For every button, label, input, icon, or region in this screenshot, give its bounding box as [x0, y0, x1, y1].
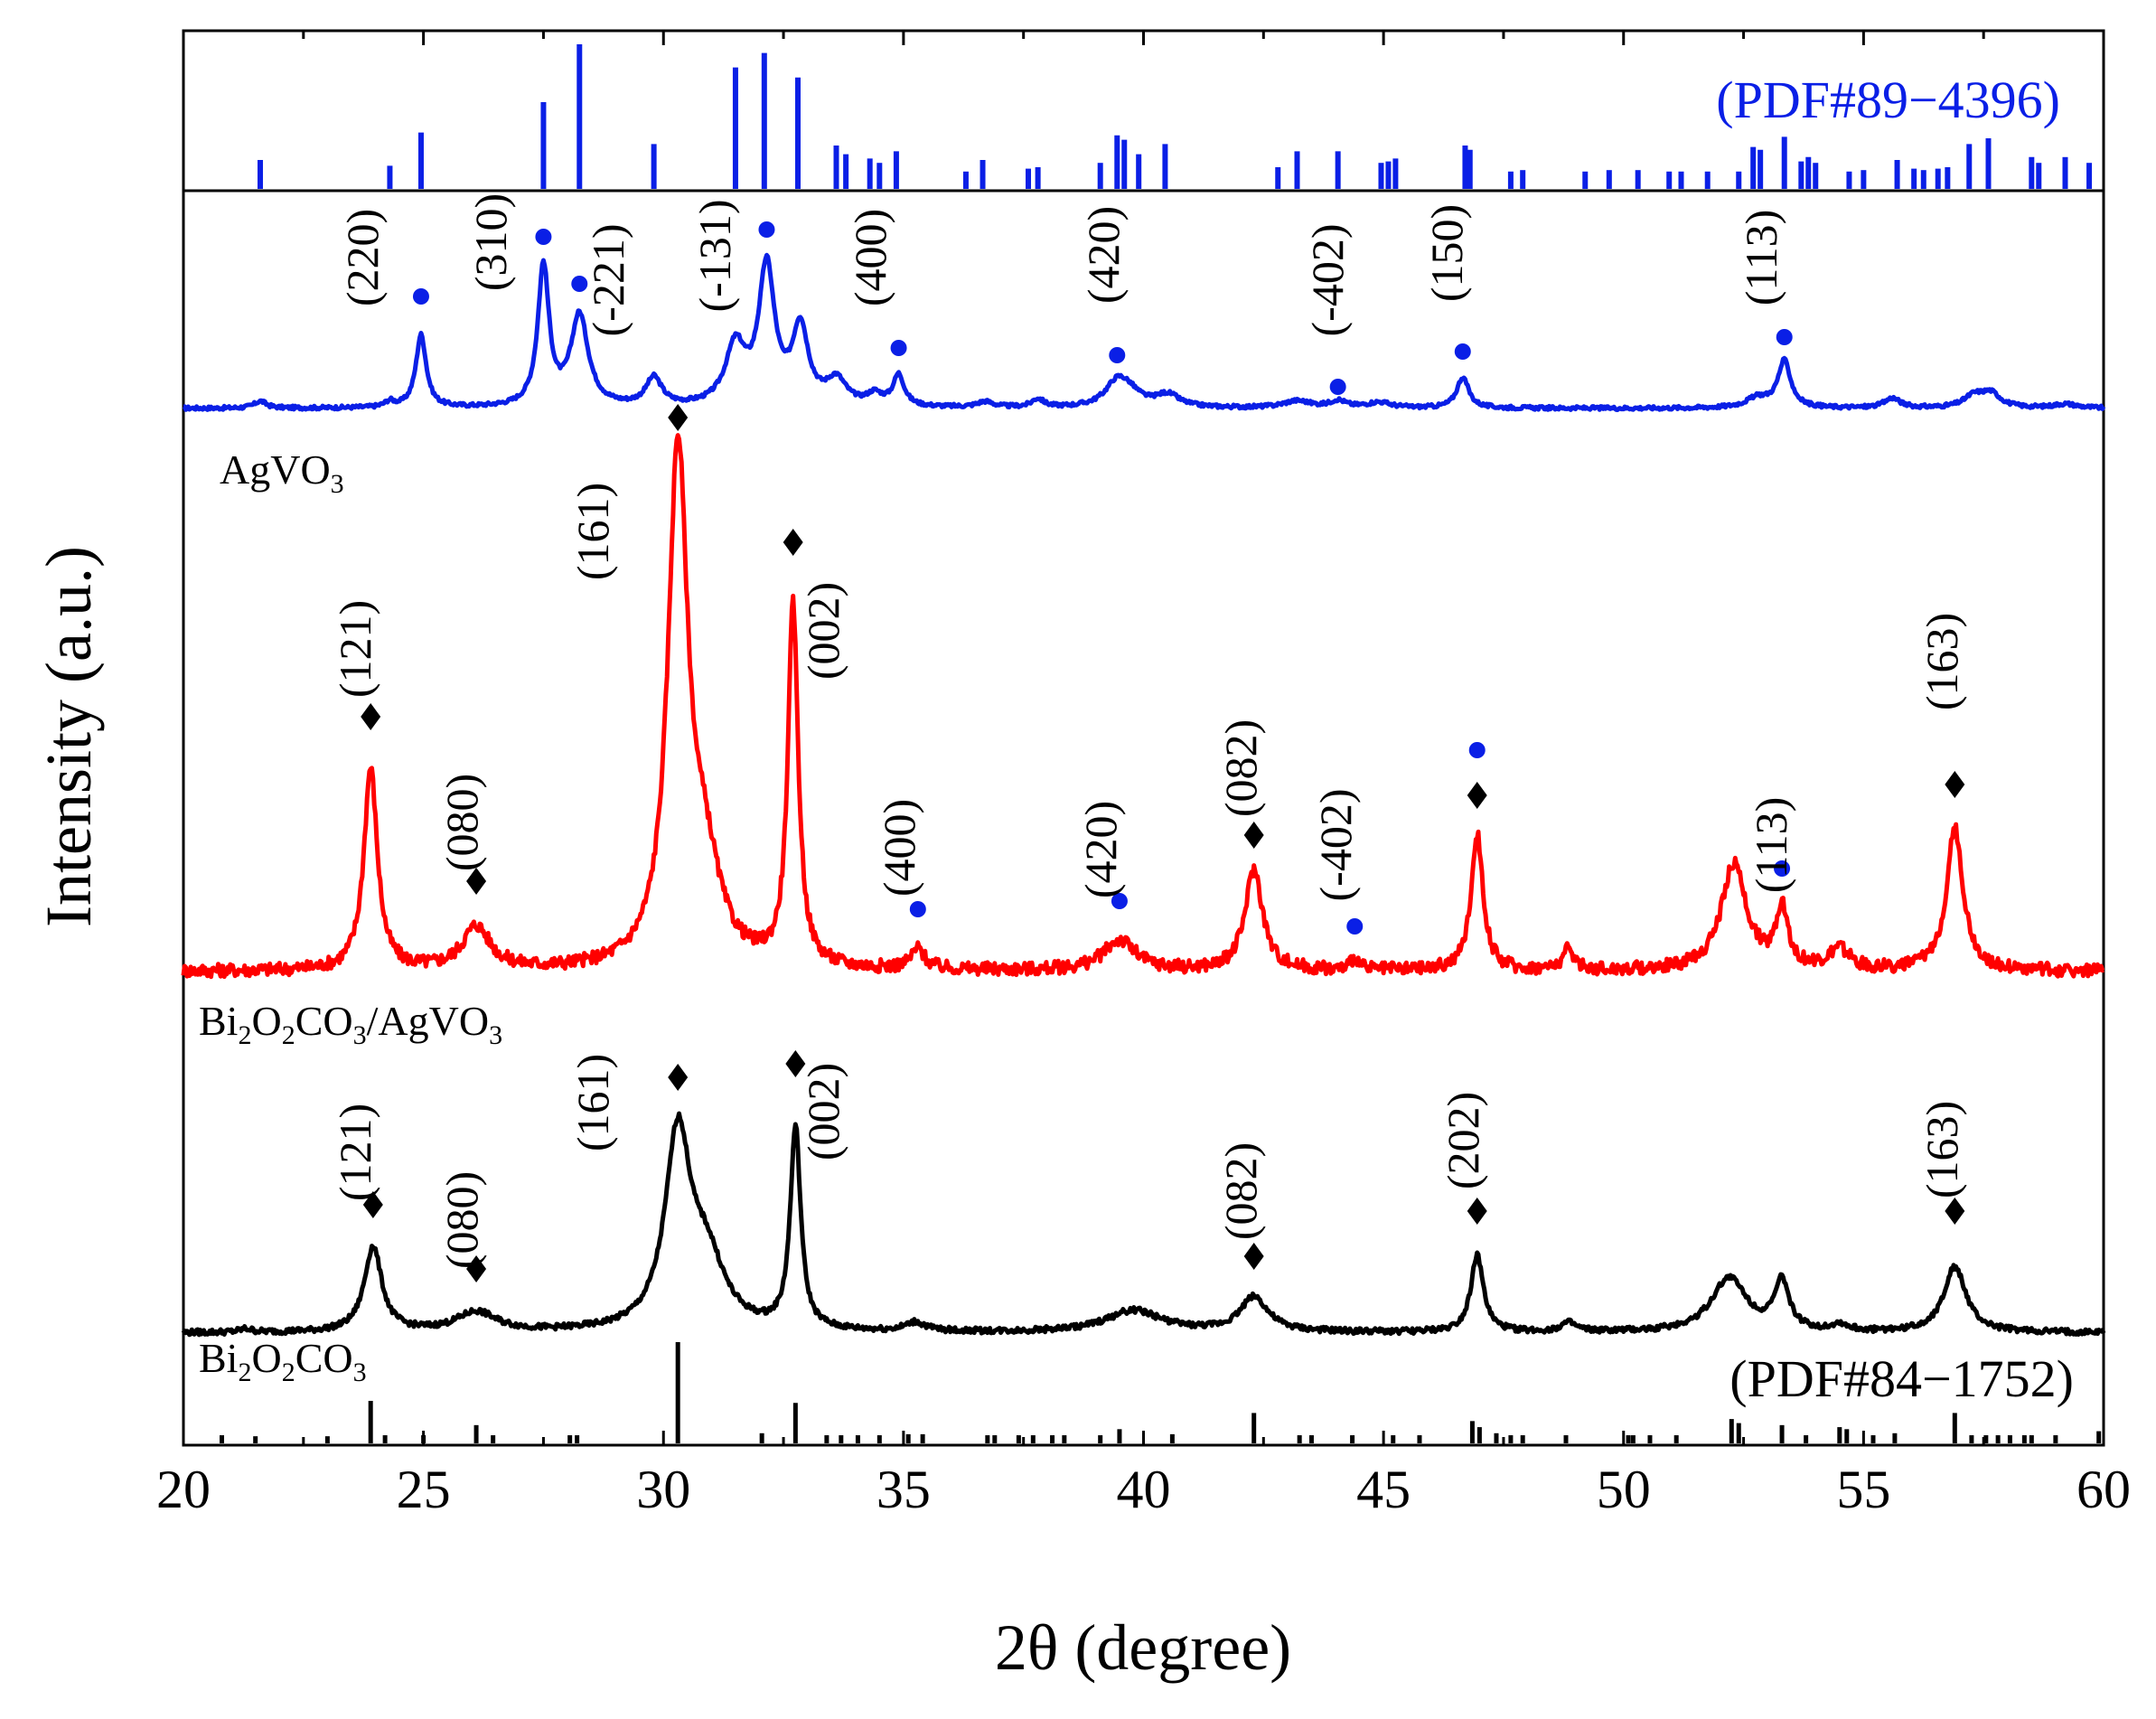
x-axis-title: 2θ (degree) — [995, 1611, 1291, 1684]
bi2o2co3-peak-diamond — [1467, 1198, 1487, 1225]
agvo3-peak-dot — [1109, 347, 1126, 363]
composite-agvo3-peak-dot — [909, 901, 926, 917]
x-tick-label: 60 — [2076, 1460, 2131, 1519]
peak-hkl-label: (400) — [874, 799, 924, 897]
agvo3-peak-dot — [890, 340, 907, 356]
bi2o2co3-peak-diamond — [1945, 1198, 1965, 1225]
legend-text: CO — [295, 998, 353, 1044]
x-tick-label: 30 — [636, 1460, 690, 1519]
peak-hkl-label: (161) — [567, 1054, 618, 1151]
bi2o2co3-peak-diamond — [1467, 782, 1487, 809]
series-line-composite — [181, 433, 2105, 980]
legend-subscript: 3 — [353, 1357, 367, 1387]
peak-hkl-label: (163) — [1917, 613, 1967, 710]
legend-text: /AgVO — [367, 998, 489, 1044]
x-tick-label: 45 — [1356, 1460, 1411, 1519]
legend-agvo3-base: AgVO — [220, 446, 331, 493]
bi2o2co3-peak-diamond — [668, 404, 689, 431]
peak-hkl-label: (002) — [798, 582, 848, 680]
bi2o2co3-peak-diamond — [783, 529, 803, 556]
peak-hkl-label: (113) — [1746, 797, 1796, 893]
legend-text: Bi — [199, 1335, 238, 1381]
legend-bi2o2co3: Bi2O2CO3 — [199, 1335, 367, 1387]
reference-top-label: (PDF#89−4396) — [1716, 70, 2060, 129]
peak-hkl-label: (002) — [798, 1063, 848, 1160]
agvo3-peak-dot — [412, 288, 429, 305]
peak-hkl-label: (113) — [1736, 210, 1786, 305]
reference-top-bars — [258, 44, 2093, 189]
x-tick-label: 40 — [1117, 1460, 1171, 1519]
peak-hkl-label: (082) — [1215, 719, 1266, 817]
bi2o2co3-peak-diamond — [361, 703, 381, 730]
peak-markers: (220) (310) (-221) (-131) (400) (420) (-402) (1… — [330, 193, 1967, 1282]
peak-hkl-label: (202) — [1438, 1092, 1488, 1189]
bi2o2co3-peak-diamond — [362, 1191, 383, 1218]
composite-agvo3-peak-dot — [1346, 918, 1364, 935]
bi2o2co3-peak-diamond — [1243, 822, 1264, 849]
composite-agvo3-peak-dot — [1111, 893, 1128, 909]
peak-hkl-label: (400) — [845, 209, 895, 306]
bi2o2co3-peak-diamond — [785, 1050, 806, 1077]
peak-hkl-label: (310) — [465, 193, 516, 291]
bi2o2co3-peak-diamond — [1243, 1243, 1264, 1270]
legend-subscript: 2 — [238, 1357, 251, 1387]
peak-hkl-label: (080) — [436, 774, 487, 871]
x-tick-label: 25 — [397, 1460, 451, 1519]
peak-hkl-label: (220) — [337, 209, 388, 306]
legend-subscript: 2 — [282, 1020, 295, 1050]
series-line-bi2o2co3 — [181, 1111, 2106, 1338]
composite-agvo3-peak-dot — [1468, 742, 1486, 758]
reference-bottom-label: (PDF#84−1752) — [1729, 1349, 2074, 1408]
agvo3-peak-dot — [535, 229, 552, 245]
agvo3-peak-dot — [1329, 379, 1346, 395]
legend-subscript: 2 — [282, 1357, 295, 1387]
peak-hkl-label: (121) — [330, 600, 380, 698]
x-tick-label: 50 — [1597, 1460, 1651, 1519]
peak-hkl-label: (-131) — [689, 200, 740, 313]
legend-text: O — [251, 998, 281, 1044]
peak-hkl-label: (082) — [1215, 1142, 1266, 1240]
legend-subscript: 2 — [238, 1020, 251, 1050]
legend-composite: Bi2O2CO3/AgVO3 — [199, 998, 502, 1050]
legend-agvo3-sub: 3 — [331, 469, 344, 499]
x-tick-label: 20 — [156, 1460, 211, 1519]
agvo3-peak-dot — [758, 221, 775, 238]
bi2o2co3-peak-diamond — [668, 1064, 689, 1091]
peak-hkl-label: (-402) — [1302, 224, 1353, 337]
reference-bottom-bars — [220, 1342, 2102, 1443]
peak-hkl-label: (150) — [1421, 204, 1472, 302]
peak-hkl-label: (420) — [1078, 206, 1129, 304]
legend-text: O — [251, 1335, 281, 1381]
composite-agvo3-peak-dot — [1774, 860, 1791, 877]
peak-hkl-label: (121) — [330, 1104, 380, 1201]
bi2o2co3-peak-diamond — [466, 1255, 487, 1282]
y-axis-title: Intensity (a.u.) — [33, 546, 105, 927]
x-tick-label: 55 — [1836, 1460, 1890, 1519]
series-line-agvo3 — [182, 252, 2106, 412]
legend-text: Bi — [199, 998, 238, 1044]
agvo3-peak-dot — [1776, 329, 1793, 345]
legend-agvo3: AgVO3 — [220, 446, 344, 499]
bi2o2co3-peak-diamond — [1945, 771, 1965, 798]
legend-text: CO — [295, 1335, 353, 1381]
peak-hkl-label: (420) — [1075, 801, 1126, 898]
agvo3-peak-dot — [571, 276, 588, 292]
series-lines — [181, 252, 2106, 1338]
legend-subscript: 3 — [353, 1020, 367, 1050]
peak-hkl-label: (-402) — [1310, 789, 1361, 902]
peak-hkl-label: (161) — [567, 483, 618, 580]
agvo3-peak-dot — [1454, 343, 1471, 360]
legend-subscript: 3 — [489, 1020, 502, 1050]
peak-hkl-label: (163) — [1917, 1101, 1967, 1198]
x-tick-label: 35 — [876, 1460, 931, 1519]
peak-hkl-label: (080) — [436, 1171, 487, 1269]
x-axis: 20 25 30 35 40 45 50 55 60 — [156, 31, 2131, 1519]
bi2o2co3-peak-diamond — [466, 868, 487, 895]
peak-hkl-label: (-221) — [583, 224, 633, 337]
